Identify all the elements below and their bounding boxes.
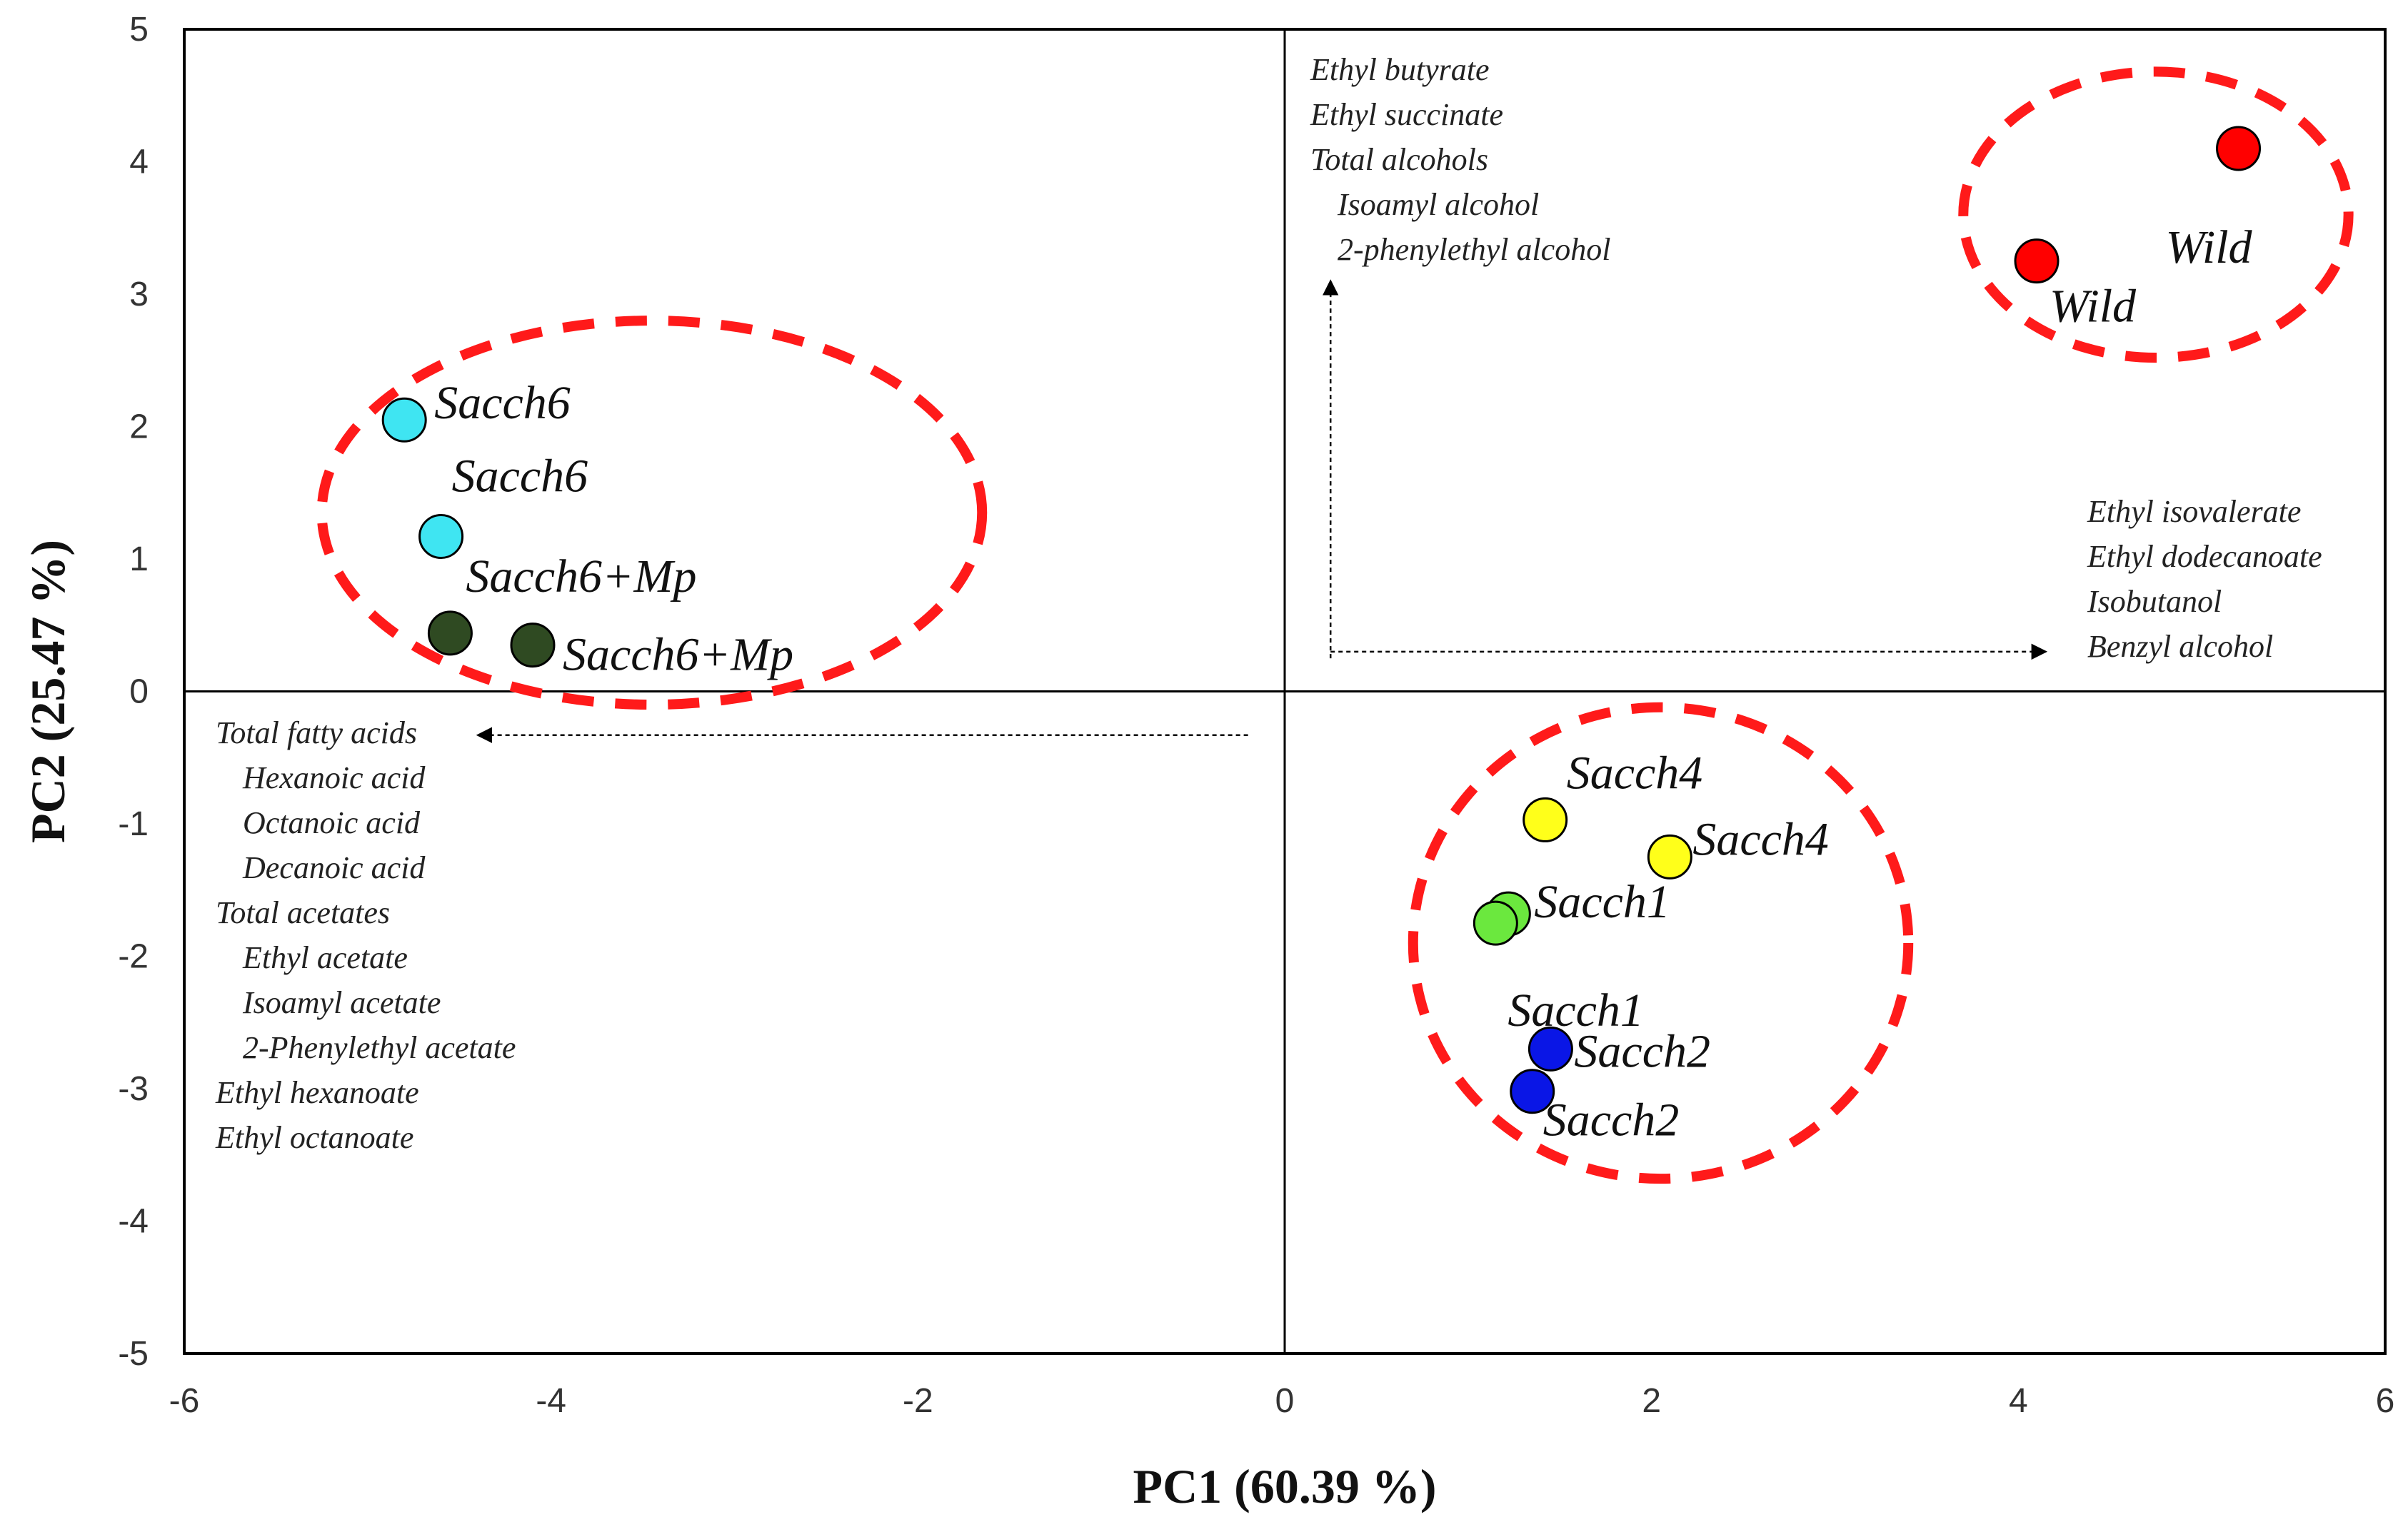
vector-variable-label: Ethyl succinate [1310, 97, 1503, 132]
zero-axes [184, 29, 2385, 1354]
y-tick-label: -5 [118, 1335, 149, 1373]
y-tick-label: -3 [118, 1070, 149, 1108]
point-label: Sacch2 [1574, 1025, 1710, 1077]
y-tick-label: -2 [118, 938, 149, 976]
data-point [1510, 1069, 1555, 1114]
vector-variable-label: Hexanoic acid [242, 760, 426, 795]
y-axis-title: PC2 (25.47 %) [21, 540, 75, 843]
vector-variable-label: Ethyl acetate [242, 940, 408, 975]
vector-variable-label: Decanoic acid [242, 850, 426, 885]
point-label: Sacch1 [1507, 984, 1644, 1037]
cluster-ellipse [1408, 702, 1914, 1184]
vector-variable-label: Ethyl hexanoate [215, 1075, 419, 1110]
data-point [2014, 238, 2060, 284]
x-axis-title: PC1 (60.39 %) [1133, 1459, 1437, 1513]
y-tick-label: 1 [129, 540, 149, 578]
vector-variable-label: Isoamyl acetate [242, 985, 441, 1020]
point-label: Sacch6+Mp [466, 550, 696, 603]
loading-vectors: Ethyl butyrate Ethyl succinate Total alcoh… [215, 52, 2322, 1155]
y-tick-label: 3 [129, 276, 149, 313]
data-point [510, 623, 556, 668]
x-tick-label: -6 [169, 1382, 200, 1420]
point-label: Sacch4 [1692, 813, 1829, 865]
point-label: Sacch6+Mp [563, 629, 793, 681]
x-tick-label: 4 [2009, 1382, 2028, 1420]
point-label: Sacch4 [1567, 747, 1703, 799]
point-label: Wild [2166, 221, 2253, 273]
x-tick-label: -2 [903, 1382, 933, 1420]
vector-variable-label: Isoamyl alcohol [1337, 187, 1539, 222]
y-tick-label: 2 [129, 408, 149, 446]
y-tick-label: -4 [118, 1203, 149, 1241]
data-points [381, 126, 2262, 1114]
point-label: Sacch2 [1543, 1094, 1680, 1147]
vector-variable-label: 2-phenylethyl alcohol [1338, 232, 1610, 267]
data-point [418, 513, 464, 559]
data-point [1522, 797, 1568, 842]
vector-variable-label: Ethyl octanoate [215, 1120, 413, 1155]
vector-variable-label: Total fatty acids [216, 715, 417, 750]
data-point [1527, 1026, 1573, 1072]
vector-variable-label: Ethyl butyrate [1310, 52, 1490, 87]
cluster-ellipses [316, 66, 2354, 1184]
point-label: Sacch6 [434, 377, 571, 429]
x-tick-label: 0 [1275, 1382, 1295, 1420]
data-point [427, 610, 473, 656]
data-point [2216, 126, 2262, 171]
vector-variable-label: Isobutanol [2087, 584, 2222, 619]
vector-variable-label: Total acetates [216, 895, 390, 930]
x-tick-label: 6 [2376, 1382, 2395, 1420]
data-point [1473, 900, 1518, 946]
vector-variable-label: Benzyl alcohol [2087, 629, 2273, 664]
x-tick-label: 2 [1642, 1382, 1661, 1420]
y-tick-label: 4 [129, 143, 149, 181]
data-point [381, 397, 427, 443]
vector-variable-label: 2-Phenylethyl acetate [243, 1030, 516, 1065]
vector-variable-label: Ethyl isovalerate [2087, 494, 2301, 529]
axis-ticks: -6 -4 -2 0 2 4 6 5 4 3 2 1 0 -1 -2 -3 -4 -5 [118, 11, 2394, 1420]
y-tick-label: 5 [129, 11, 149, 49]
vector-variable-label: Total alcohols [1310, 142, 1488, 177]
point-label: Sacch6 [452, 450, 588, 502]
cluster-ellipse [1958, 66, 2354, 363]
data-point [1647, 834, 1692, 880]
vector-variable-label: Octanoic acid [243, 805, 421, 840]
point-label: Sacch1 [1534, 876, 1670, 928]
y-tick-label: -1 [118, 805, 149, 843]
cluster-ellipse [316, 316, 988, 710]
vector-variable-label: Ethyl dodecanoate [2087, 539, 2322, 574]
point-labels: Sacch6 Sacch6 Sacch6+Mp Sacch6+Mp Wild Wild Sa… [434, 221, 2252, 1147]
point-label: Wild [2050, 281, 2137, 333]
y-tick-label: 0 [129, 673, 149, 711]
x-tick-label: -4 [536, 1382, 566, 1420]
